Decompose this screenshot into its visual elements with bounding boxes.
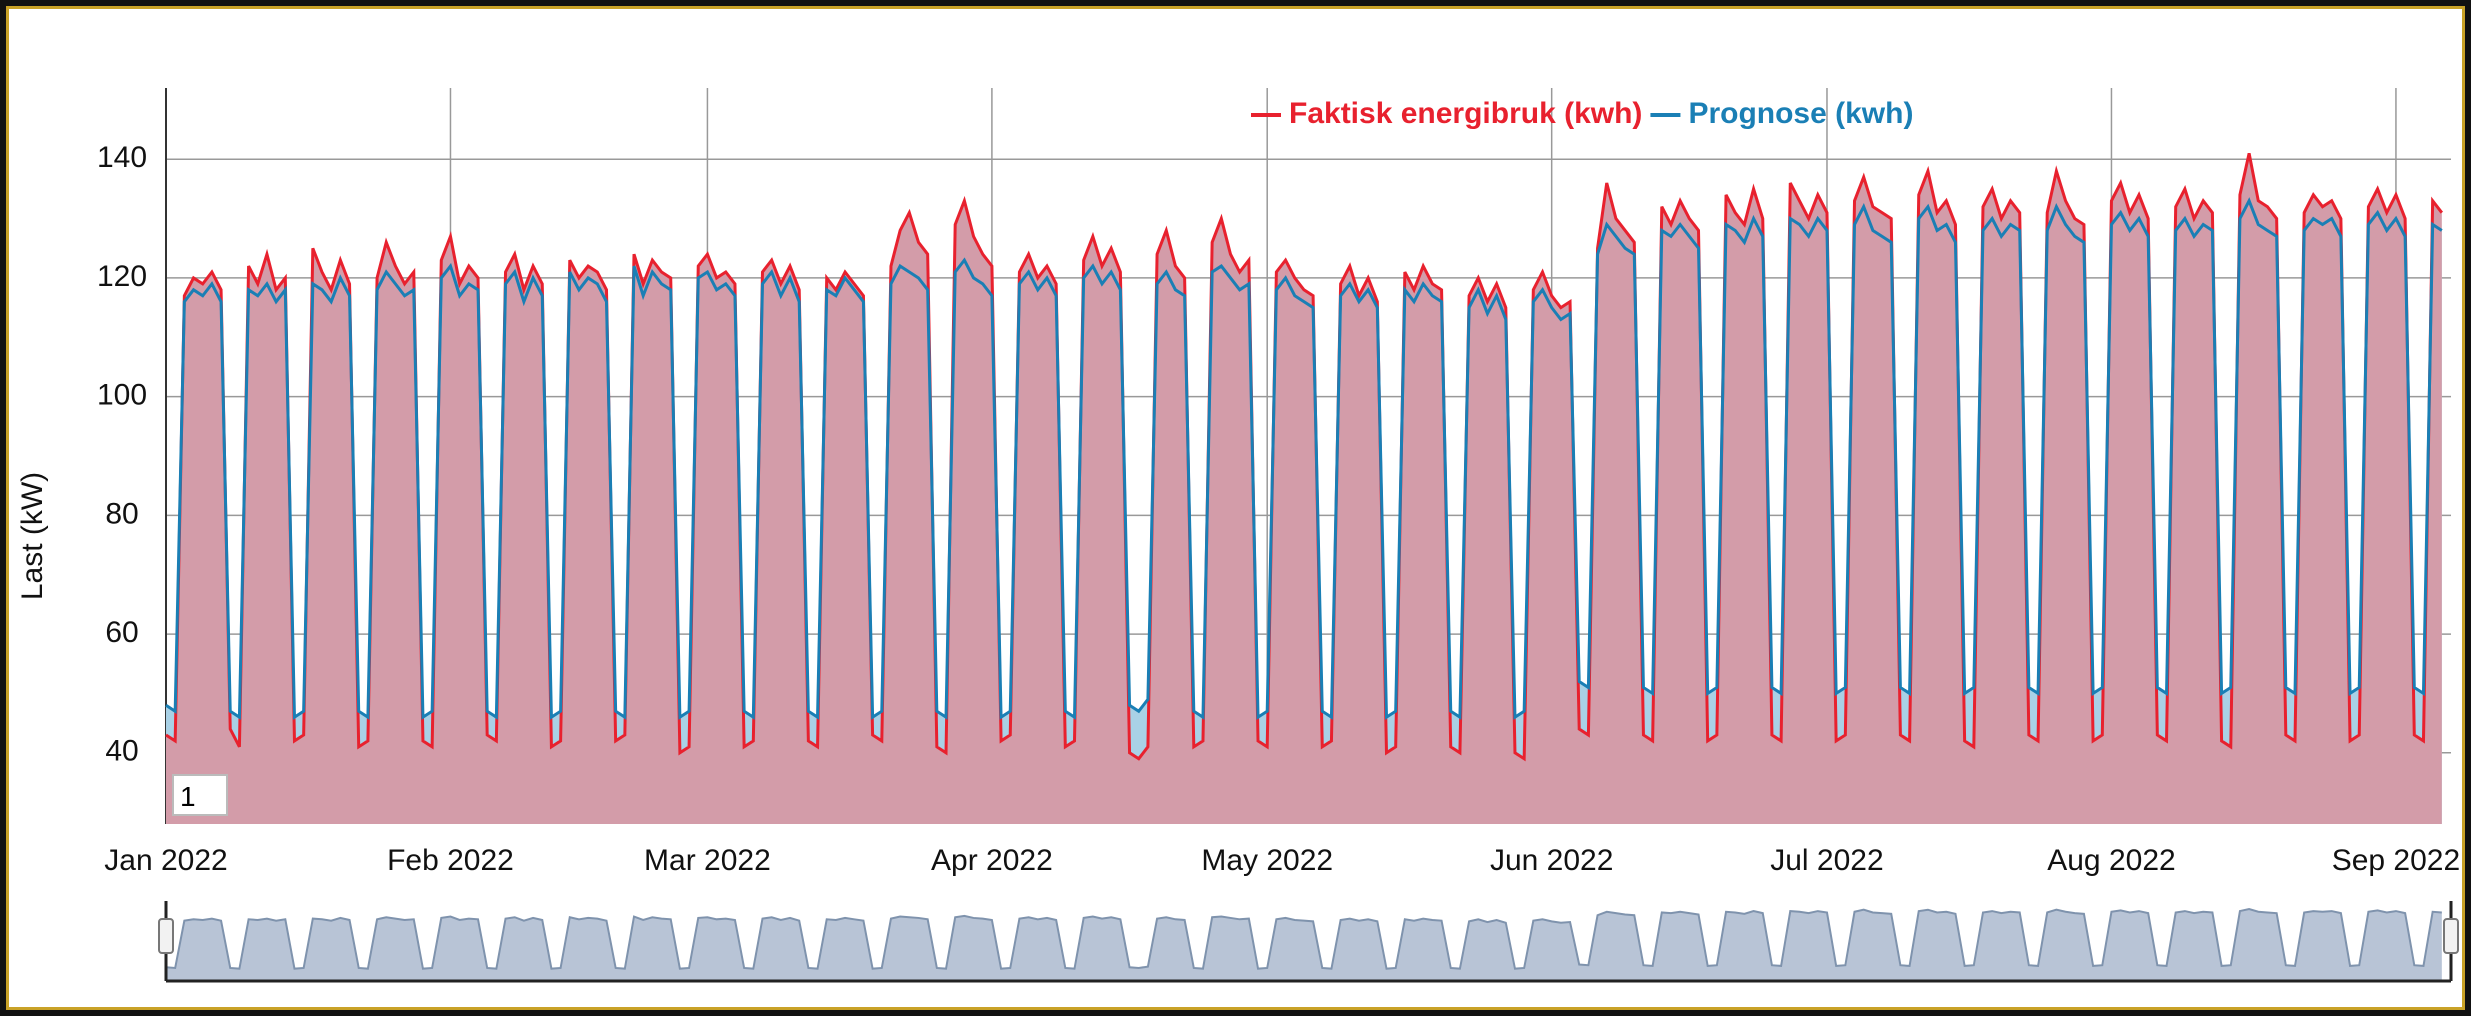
x-tick-label: Aug 2022 — [2047, 844, 2175, 877]
y-tick-label: 120 — [97, 260, 147, 293]
x-tick-label: Jul 2022 — [1770, 844, 1883, 877]
legend-label: Faktisk energibruk (kwh) — [1289, 97, 1642, 130]
range-input[interactable]: 1 — [172, 774, 228, 816]
chart: Last (kW) 40 60 80 100 120 140 Jan 2022 Feb 202… — [16, 88, 2460, 983]
x-tick-label: Apr 2022 — [931, 844, 1053, 877]
y-tick-label: 140 — [97, 141, 147, 174]
y-axis-label: Last (kW) — [16, 472, 49, 600]
x-tick-label: May 2022 — [1201, 844, 1333, 877]
x-tick-label: Feb 2022 — [387, 844, 514, 877]
y-tick-label: 60 — [105, 616, 138, 649]
x-tick-label: Sep 2022 — [2332, 844, 2460, 877]
y-tick-label: 100 — [97, 379, 147, 412]
y-tick-label: 80 — [105, 497, 138, 530]
x-tick-label: Jan 2022 — [104, 844, 227, 877]
x-tick-label: Jun 2022 — [1490, 844, 1613, 877]
navigator-area — [166, 909, 2442, 981]
navigator-line — [165, 907, 2442, 970]
x-tick-label: Mar 2022 — [644, 844, 771, 877]
line — [165, 197, 2443, 720]
y-tick-label: 40 — [105, 735, 138, 768]
legend-label: Prognose (kwh) — [1688, 97, 1913, 130]
navigator-handle[interactable] — [158, 918, 174, 954]
navigator-handle[interactable] — [2443, 918, 2459, 954]
